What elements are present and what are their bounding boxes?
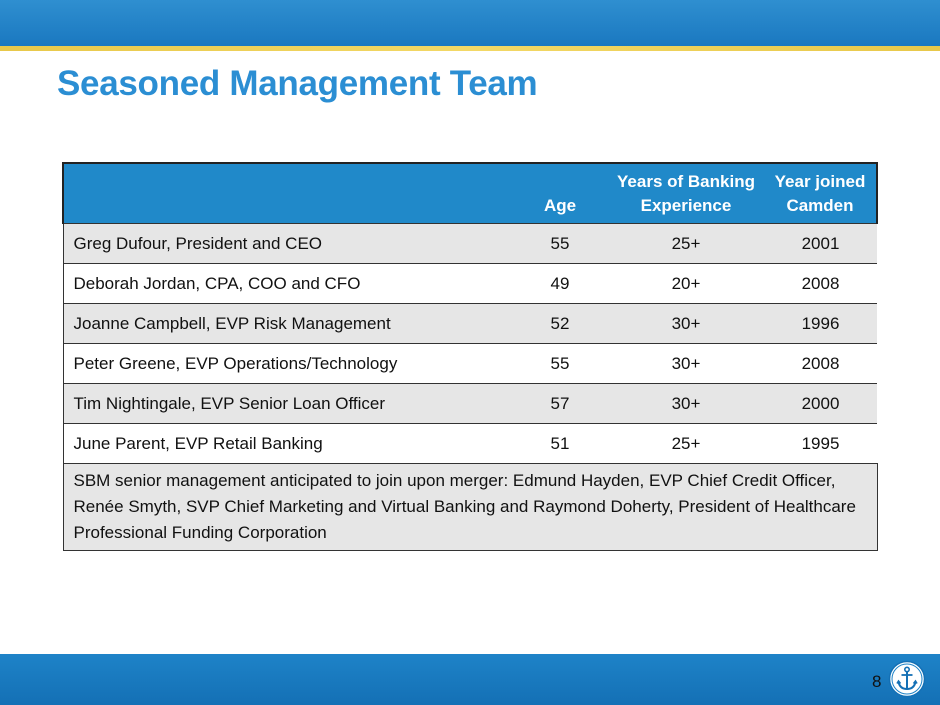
row-name: June Parent, EVP Retail Banking	[62, 423, 512, 464]
row-experience: 20+	[608, 263, 764, 304]
row-year-joined: 2008	[764, 263, 877, 304]
row-experience: 30+	[608, 303, 764, 344]
row-experience: 30+	[608, 383, 764, 424]
row-year-joined: 1996	[764, 303, 877, 344]
row-age: 57	[512, 383, 608, 424]
anchor-icon	[888, 660, 926, 698]
table-row: Tim Nightingale, EVP Senior Loan Officer…	[62, 383, 877, 424]
row-name: Joanne Campbell, EVP Risk Management	[62, 303, 512, 344]
row-name: Peter Greene, EVP Operations/Technology	[62, 343, 512, 384]
row-year-joined: 1995	[764, 423, 877, 464]
page-number: 8	[872, 672, 882, 691]
row-year-joined: 2008	[764, 343, 877, 384]
table-header-row: Age Years of Banking Experience Year joi…	[62, 162, 878, 224]
row-age: 55	[512, 223, 608, 264]
management-table: Age Years of Banking Experience Year joi…	[62, 162, 878, 551]
header-age: Age	[512, 162, 608, 224]
row-year-joined: 2001	[764, 223, 877, 264]
top-banner	[0, 0, 940, 46]
row-age: 52	[512, 303, 608, 344]
row-year-joined: 2000	[764, 383, 877, 424]
footnote-row: SBM senior management anticipated to joi…	[62, 463, 878, 551]
table-row: June Parent, EVP Retail Banking 51 25+ 1…	[62, 423, 877, 464]
table-row: Peter Greene, EVP Operations/Technology …	[62, 343, 877, 384]
merger-footnote: SBM senior management anticipated to joi…	[62, 463, 878, 551]
row-age: 49	[512, 263, 608, 304]
row-age: 51	[512, 423, 608, 464]
row-experience: 25+	[608, 423, 764, 464]
row-experience: 25+	[608, 223, 764, 264]
row-name: Deborah Jordan, CPA, COO and CFO	[62, 263, 512, 304]
header-name	[62, 162, 512, 224]
header-experience: Years of Banking Experience	[608, 162, 764, 224]
row-experience: 30+	[608, 343, 764, 384]
header-year-joined: Year joined Camden	[764, 162, 878, 224]
table-row: Joanne Campbell, EVP Risk Management 52 …	[62, 303, 877, 344]
row-age: 55	[512, 343, 608, 384]
row-name: Tim Nightingale, EVP Senior Loan Officer	[62, 383, 512, 424]
bottom-banner	[0, 654, 940, 705]
slide-title: Seasoned Management Team	[57, 64, 538, 103]
table-row: Greg Dufour, President and CEO 55 25+ 20…	[62, 223, 877, 264]
top-gold-stripe	[0, 46, 940, 51]
table-row: Deborah Jordan, CPA, COO and CFO 49 20+ …	[62, 263, 877, 304]
row-name: Greg Dufour, President and CEO	[62, 223, 512, 264]
